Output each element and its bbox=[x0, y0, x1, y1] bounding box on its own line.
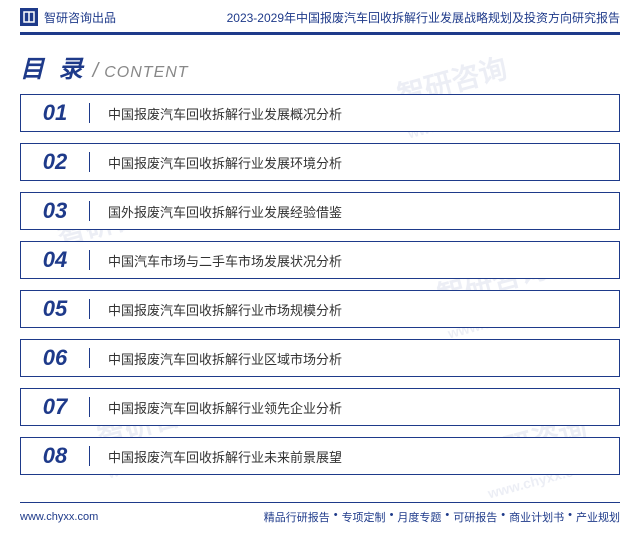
header: 智研咨询出品 2023-2029年中国报废汽车回收拆解行业发展战略规划及投资方向… bbox=[0, 0, 640, 32]
footer-content: www.chyxx.com 精品行研报告•专项定制•月度专题•可研报告•商业计划… bbox=[20, 509, 620, 525]
footer-separator: • bbox=[445, 509, 449, 525]
content-title-slash: / bbox=[93, 60, 99, 83]
toc-item: 05 中国报废汽车回收拆解行业市场规模分析 bbox=[20, 290, 620, 328]
footer-links: 精品行研报告•专项定制•月度专题•可研报告•商业计划书•产业规划 bbox=[264, 509, 620, 525]
logo-icon bbox=[20, 8, 38, 26]
toc-list: 01 中国报废汽车回收拆解行业发展概况分析 02 中国报废汽车回收拆解行业发展环… bbox=[0, 94, 640, 475]
toc-text: 国外报废汽车回收拆解行业发展经验借鉴 bbox=[90, 193, 619, 229]
toc-number: 02 bbox=[21, 144, 89, 180]
footer-link: 可研报告 bbox=[453, 509, 497, 525]
header-title: 2023-2029年中国报废汽车回收拆解行业发展战略规划及投资方向研究报告 bbox=[227, 9, 620, 26]
footer-separator: • bbox=[334, 509, 338, 525]
toc-text: 中国报废汽车回收拆解行业发展环境分析 bbox=[90, 144, 619, 180]
footer-link: 月度专题 bbox=[397, 509, 441, 525]
footer-separator: • bbox=[501, 509, 505, 525]
footer-divider bbox=[20, 502, 620, 503]
toc-item: 03 国外报废汽车回收拆解行业发展经验借鉴 bbox=[20, 192, 620, 230]
toc-item: 01 中国报废汽车回收拆解行业发展概况分析 bbox=[20, 94, 620, 132]
footer-link: 精品行研报告 bbox=[264, 509, 330, 525]
content-title: 目 录 / CONTENT bbox=[0, 49, 640, 94]
toc-number: 07 bbox=[21, 389, 89, 425]
footer-link: 产业规划 bbox=[576, 509, 620, 525]
header-divider bbox=[20, 32, 620, 35]
toc-number: 08 bbox=[21, 438, 89, 474]
toc-number: 06 bbox=[21, 340, 89, 376]
toc-text: 中国报废汽车回收拆解行业市场规模分析 bbox=[90, 291, 619, 327]
toc-number: 04 bbox=[21, 242, 89, 278]
footer-link: 专项定制 bbox=[342, 509, 386, 525]
toc-item: 08 中国报废汽车回收拆解行业未来前景展望 bbox=[20, 437, 620, 475]
footer-url: www.chyxx.com bbox=[20, 511, 98, 523]
footer-separator: • bbox=[568, 509, 572, 525]
header-left: 智研咨询出品 bbox=[20, 8, 116, 26]
footer: www.chyxx.com 精品行研报告•专项定制•月度专题•可研报告•商业计划… bbox=[0, 496, 640, 535]
footer-link: 商业计划书 bbox=[509, 509, 564, 525]
toc-text: 中国报废汽车回收拆解行业领先企业分析 bbox=[90, 389, 619, 425]
toc-text: 中国报废汽车回收拆解行业未来前景展望 bbox=[90, 438, 619, 474]
toc-item: 02 中国报废汽车回收拆解行业发展环境分析 bbox=[20, 143, 620, 181]
toc-item: 06 中国报废汽车回收拆解行业区域市场分析 bbox=[20, 339, 620, 377]
header-brand: 智研咨询出品 bbox=[44, 9, 116, 26]
content-title-cn: 目 录 bbox=[20, 49, 87, 84]
footer-separator: • bbox=[390, 509, 394, 525]
toc-text: 中国汽车市场与二手车市场发展状况分析 bbox=[90, 242, 619, 278]
toc-number: 01 bbox=[21, 95, 89, 131]
content-title-en: CONTENT bbox=[104, 64, 188, 82]
toc-item: 04 中国汽车市场与二手车市场发展状况分析 bbox=[20, 241, 620, 279]
toc-text: 中国报废汽车回收拆解行业区域市场分析 bbox=[90, 340, 619, 376]
toc-item: 07 中国报废汽车回收拆解行业领先企业分析 bbox=[20, 388, 620, 426]
toc-text: 中国报废汽车回收拆解行业发展概况分析 bbox=[90, 95, 619, 131]
toc-number: 03 bbox=[21, 193, 89, 229]
toc-number: 05 bbox=[21, 291, 89, 327]
